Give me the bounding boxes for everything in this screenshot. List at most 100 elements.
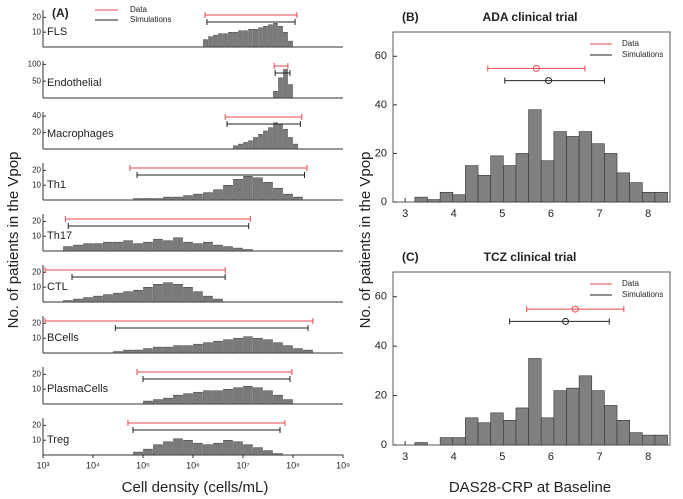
bar bbox=[163, 441, 173, 456]
bar bbox=[243, 444, 253, 456]
bar bbox=[133, 289, 143, 303]
x-tick-label: 4 bbox=[451, 208, 457, 220]
bar bbox=[93, 295, 103, 303]
y-tick-label: 40 bbox=[375, 340, 387, 352]
chart-title: TCZ clinical trial bbox=[484, 250, 577, 264]
y-tick-label: 60 bbox=[375, 50, 387, 62]
bar bbox=[414, 442, 428, 446]
bar bbox=[213, 298, 223, 303]
subplot-label: Treg bbox=[47, 434, 69, 446]
bar bbox=[641, 191, 656, 203]
bar bbox=[283, 345, 293, 354]
bar bbox=[268, 127, 273, 150]
bar bbox=[228, 32, 233, 48]
bar bbox=[143, 348, 153, 354]
bar bbox=[273, 342, 283, 354]
bar bbox=[273, 187, 283, 201]
bar bbox=[103, 294, 113, 303]
bar bbox=[93, 243, 103, 252]
bar bbox=[283, 129, 288, 150]
bar bbox=[258, 133, 263, 150]
bar bbox=[503, 165, 517, 203]
bar bbox=[153, 444, 163, 456]
bar bbox=[427, 199, 441, 203]
bar bbox=[153, 284, 163, 303]
bar bbox=[278, 124, 283, 150]
bar bbox=[503, 419, 517, 446]
bar bbox=[248, 140, 253, 150]
bar bbox=[515, 407, 529, 446]
bar bbox=[465, 417, 479, 446]
y-tick-label: 10 bbox=[32, 333, 41, 342]
bar bbox=[193, 193, 203, 201]
bar bbox=[283, 69, 288, 99]
bar bbox=[143, 198, 153, 201]
bar bbox=[452, 194, 466, 203]
bar bbox=[654, 434, 668, 446]
legend-label: Simulations bbox=[130, 15, 171, 24]
y-tick-label: 20 bbox=[32, 217, 41, 226]
x-tick-label: 3 bbox=[402, 451, 408, 463]
bar bbox=[183, 393, 193, 405]
bar bbox=[273, 453, 283, 456]
bar bbox=[163, 346, 173, 354]
bar bbox=[133, 451, 143, 456]
panel-label: (B) bbox=[402, 10, 419, 24]
y-axis-label: No. of patients in the Vpop bbox=[357, 152, 374, 329]
legend-label: Data bbox=[130, 5, 147, 14]
point bbox=[562, 317, 570, 325]
y-tick-label: 20 bbox=[32, 268, 41, 277]
subplot-label: CTL bbox=[47, 281, 68, 293]
bar bbox=[263, 182, 273, 201]
y-axis-label: No. of patients in the Vpop bbox=[5, 152, 22, 329]
bar bbox=[465, 165, 479, 203]
bar bbox=[268, 24, 273, 48]
y-tick-label: 100 bbox=[28, 59, 42, 68]
bar bbox=[63, 300, 73, 303]
bar bbox=[248, 29, 253, 48]
bar bbox=[604, 153, 618, 203]
bar bbox=[293, 143, 298, 150]
bar bbox=[263, 390, 273, 405]
x-tick-label: 6 bbox=[548, 451, 554, 463]
y-tick-label: 20 bbox=[32, 166, 41, 175]
x-tick-label: 10⁹ bbox=[336, 460, 350, 470]
bar bbox=[243, 336, 253, 354]
bar bbox=[183, 241, 193, 252]
y-tick-label: 20 bbox=[32, 319, 41, 328]
point bbox=[532, 64, 540, 72]
bar bbox=[233, 145, 238, 150]
x-tick-label: 7 bbox=[596, 208, 602, 220]
bar bbox=[253, 177, 263, 201]
bar bbox=[273, 122, 278, 150]
legend-label: Simulations bbox=[622, 290, 663, 299]
bar bbox=[616, 172, 630, 203]
bar bbox=[439, 437, 454, 446]
bar bbox=[123, 240, 133, 252]
y-tick-label: 20 bbox=[375, 147, 387, 159]
x-tick-label: 10⁶ bbox=[186, 460, 200, 470]
bar bbox=[213, 189, 223, 201]
bar bbox=[183, 195, 193, 201]
bar bbox=[452, 437, 466, 446]
y-tick-label: 10 bbox=[32, 27, 41, 36]
x-tick-label: 7 bbox=[596, 451, 602, 463]
x-tick-label: 4 bbox=[451, 451, 457, 463]
bar bbox=[113, 351, 123, 354]
bar bbox=[213, 340, 223, 354]
bar bbox=[173, 345, 183, 354]
bar bbox=[213, 442, 223, 456]
bar bbox=[213, 34, 218, 48]
bar bbox=[133, 349, 143, 354]
x-tick-label: 6 bbox=[548, 208, 554, 220]
x-tick-label: 3 bbox=[402, 208, 408, 220]
bar bbox=[163, 282, 173, 303]
bar bbox=[143, 448, 153, 456]
bar bbox=[414, 196, 428, 203]
y-tick-label: 60 bbox=[375, 291, 387, 303]
bar bbox=[163, 397, 173, 405]
bar bbox=[540, 417, 555, 446]
bar bbox=[263, 339, 273, 354]
bar bbox=[163, 196, 173, 201]
bar bbox=[253, 137, 258, 150]
